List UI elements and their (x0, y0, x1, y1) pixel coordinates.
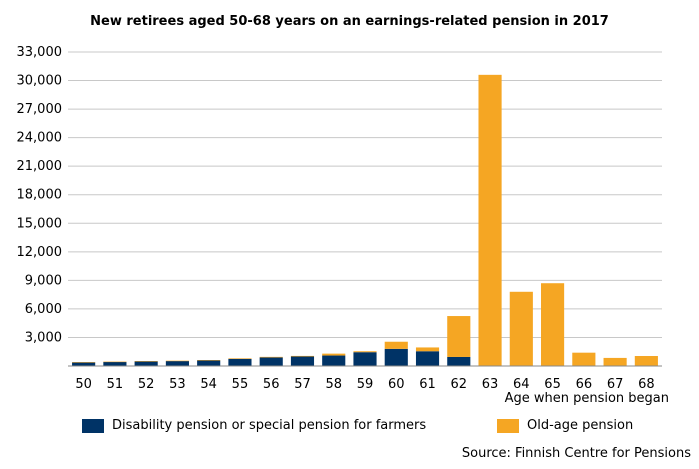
bar-old-age (134, 361, 158, 362)
bar-old-age (384, 341, 408, 349)
x-tick-label: 52 (138, 377, 155, 392)
bar-old-age (478, 74, 502, 366)
x-tick-label: 53 (169, 377, 186, 392)
bar-disability (134, 361, 158, 366)
bar-old-age (228, 358, 252, 359)
bar-old-age (197, 360, 221, 361)
y-tick-label: 18,000 (17, 188, 63, 203)
legend-swatch-disability (82, 418, 104, 433)
y-tick-label: 3,000 (25, 330, 62, 345)
bar-old-age (541, 283, 565, 366)
bar-disability (415, 351, 440, 366)
bar-old-age (634, 356, 658, 366)
bar-disability (290, 356, 315, 366)
bar-old-age (447, 316, 471, 357)
x-tick-label: 68 (638, 377, 655, 392)
x-tick-label: 66 (576, 377, 593, 392)
bar-old-age (72, 362, 96, 363)
y-tick-label: 33,000 (17, 45, 63, 60)
bar-old-age (603, 357, 627, 366)
x-tick-label: 61 (419, 377, 436, 392)
x-tick-label: 57 (294, 377, 311, 392)
x-tick-label: 58 (325, 377, 342, 392)
y-tick-label: 9,000 (25, 273, 62, 288)
bar-old-age (165, 360, 189, 362)
x-tick-label: 63 (482, 377, 499, 392)
y-tick-label: 27,000 (17, 102, 63, 117)
bar-disability (228, 358, 252, 366)
x-tick-label: 65 (544, 377, 561, 392)
legend-label-old-age: Old-age pension (527, 418, 634, 433)
x-axis-title: Age when pension began (504, 391, 669, 406)
bar-disability (197, 360, 221, 366)
x-tick-label: 55 (232, 377, 249, 392)
y-tick-label: 12,000 (17, 245, 63, 260)
bar-disability (165, 361, 189, 366)
x-tick-label: 64 (513, 377, 530, 392)
x-tick-label: 51 (107, 377, 124, 392)
bar-disability (353, 352, 377, 366)
legend-label-disability: Disability pension or special pension fo… (112, 418, 427, 433)
bar-disability (384, 348, 408, 366)
y-tick-label: 30,000 (17, 74, 63, 89)
y-tick-label: 21,000 (17, 159, 63, 174)
x-tick-label: 56 (263, 377, 280, 392)
bar-old-age (322, 353, 346, 356)
bar-disability (322, 355, 346, 366)
y-tick-label: 6,000 (25, 302, 62, 317)
bar-old-age (415, 347, 440, 352)
legend-swatch-old-age (497, 418, 519, 433)
bar-old-age (572, 352, 596, 366)
bar-disability (103, 361, 127, 366)
x-tick-label: 59 (357, 377, 374, 392)
x-tick-label: 50 (75, 377, 92, 392)
x-tick-label: 67 (607, 377, 624, 392)
bar-old-age (259, 356, 283, 358)
bar-disability (72, 362, 96, 366)
chart-title: New retirees aged 50-68 years on an earn… (90, 14, 609, 29)
source-note: Source: Finnish Centre for Pensions (461, 446, 691, 461)
bar-old-age (290, 355, 315, 357)
bar-old-age (509, 291, 533, 366)
y-tick-label: 24,000 (17, 131, 63, 146)
bar-old-age (353, 351, 377, 353)
x-tick-label: 62 (451, 377, 468, 392)
x-tick-label: 60 (388, 377, 405, 392)
x-tick-label: 54 (200, 377, 217, 392)
y-tick-label: 15,000 (17, 216, 63, 231)
bar-old-age (103, 361, 127, 363)
bar-disability (259, 357, 283, 366)
legend-item-disability: Disability pension or special pension fo… (82, 418, 426, 433)
legend-item-old-age: Old-age pension (497, 418, 633, 433)
bar-disability (447, 356, 471, 366)
